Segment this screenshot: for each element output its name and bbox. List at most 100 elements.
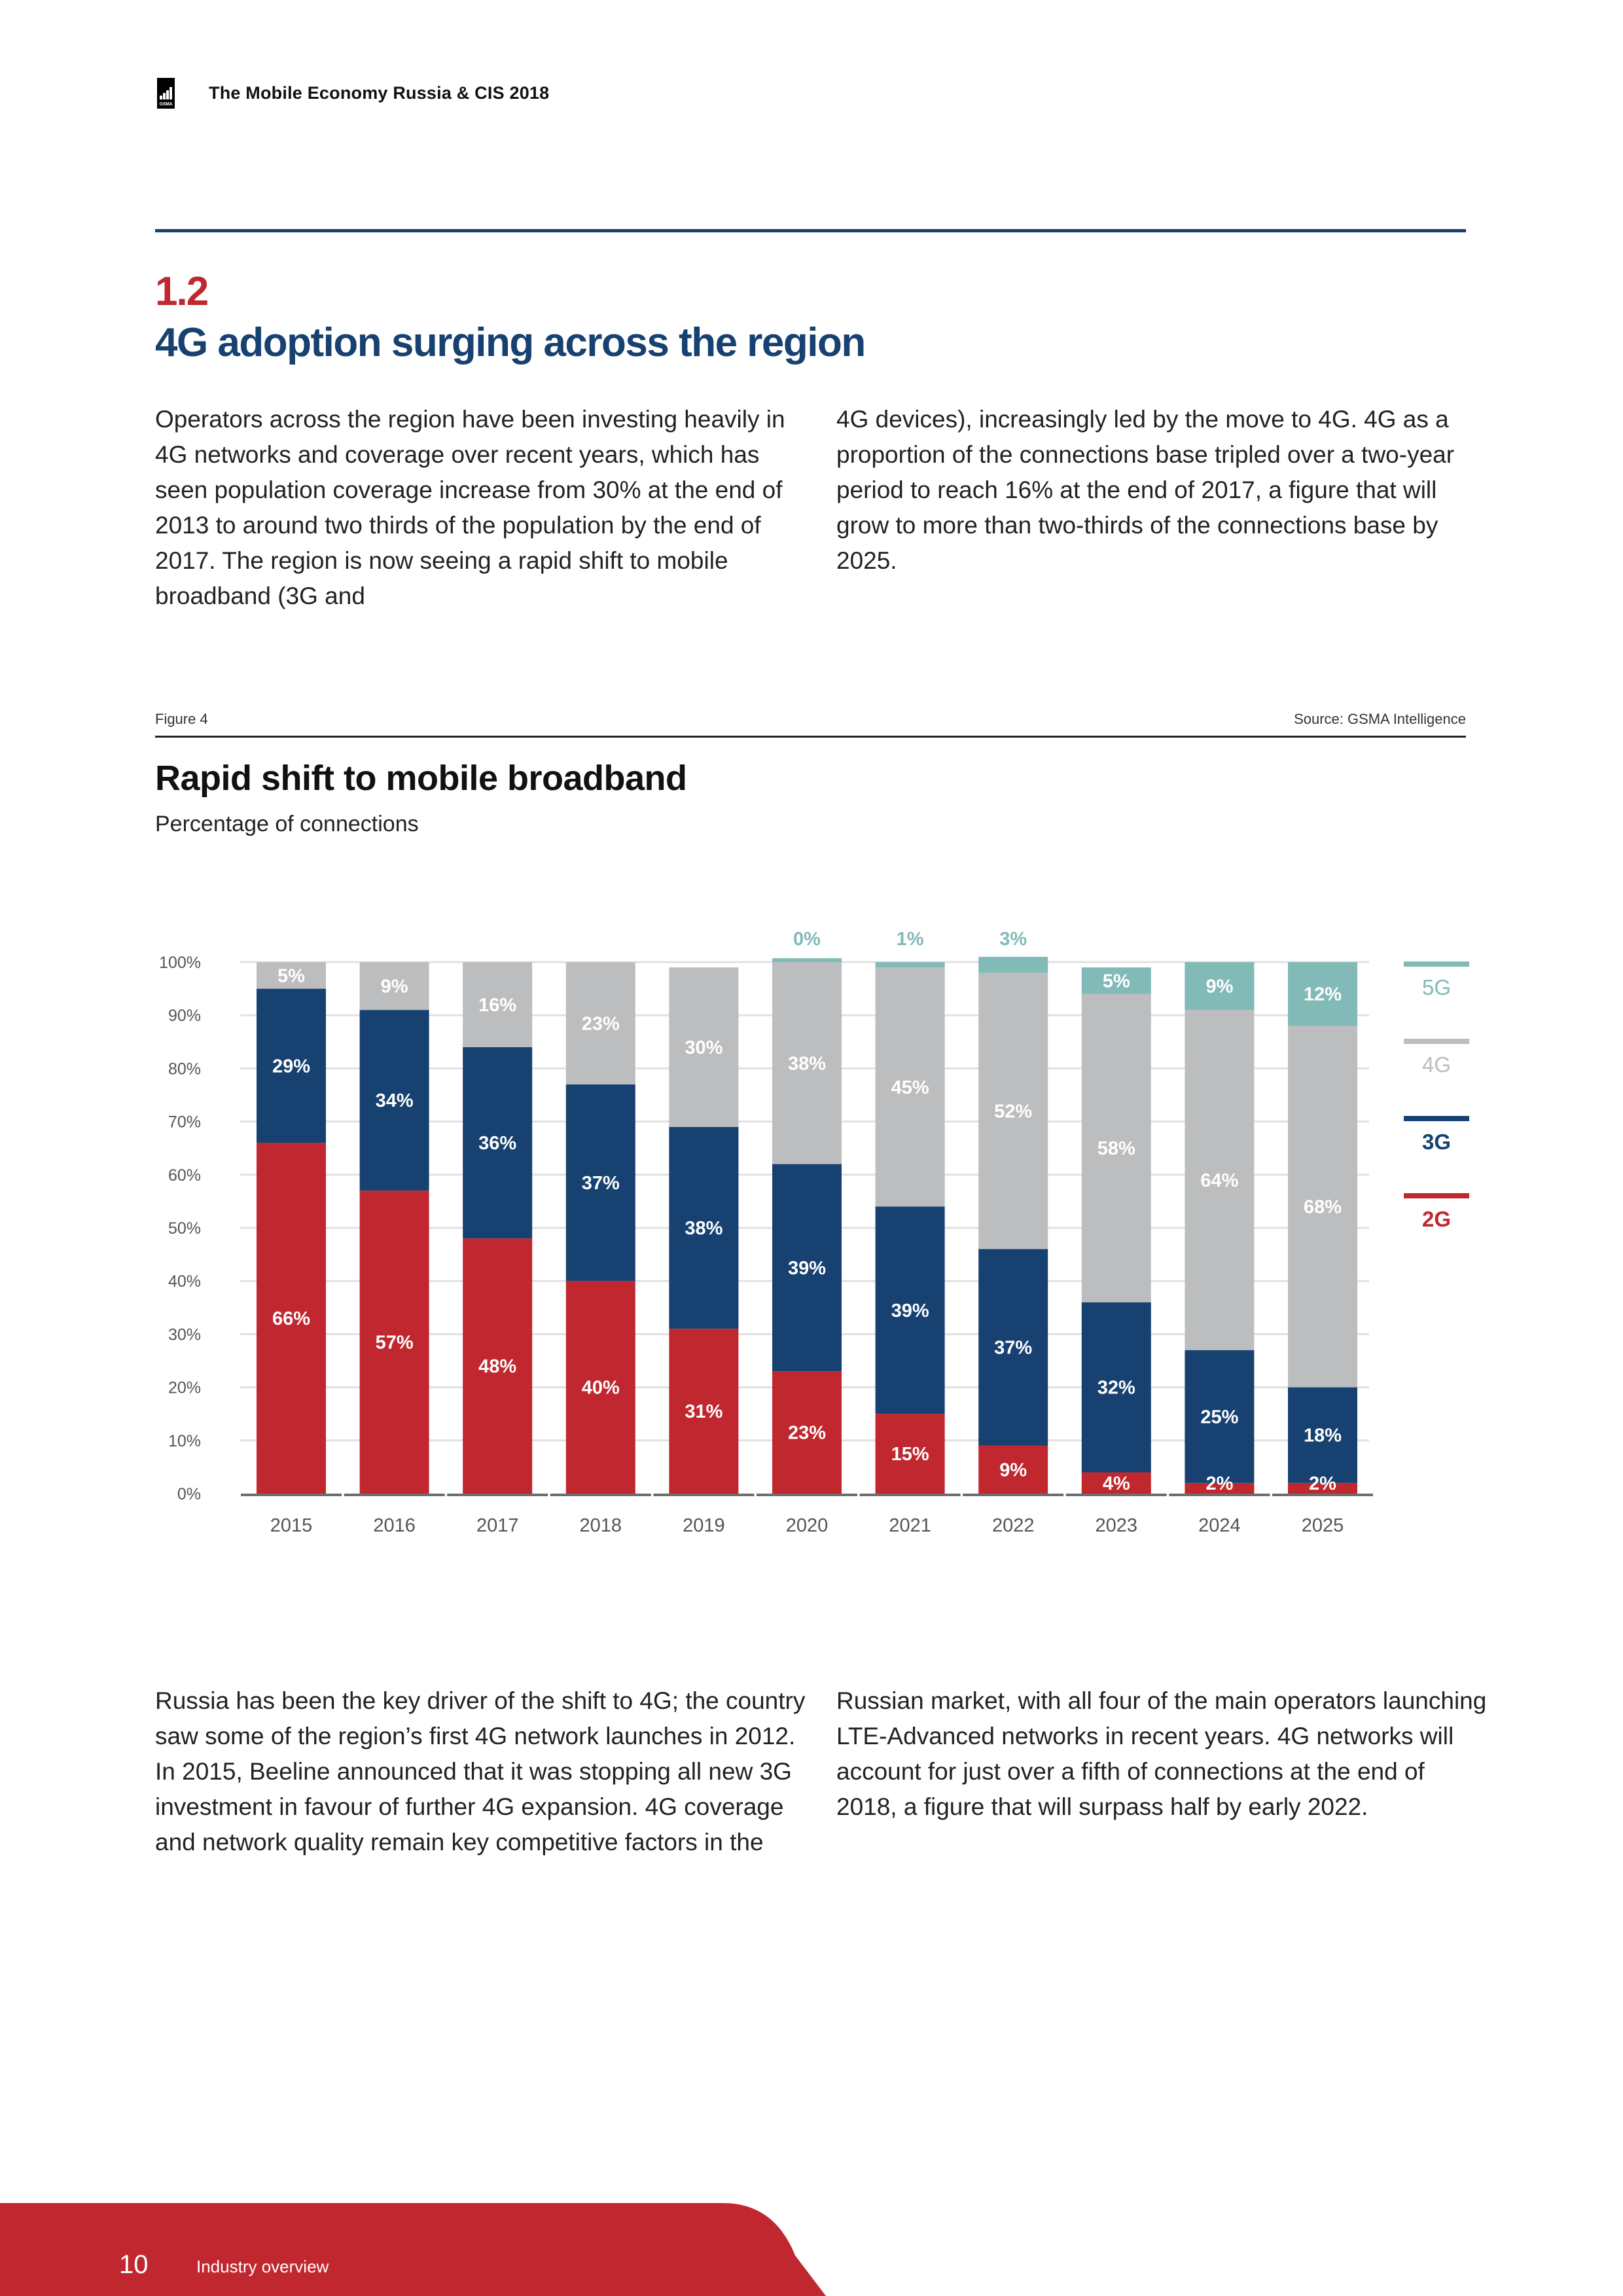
- figure-source: Source: GSMA Intelligence: [1294, 711, 1466, 727]
- bar-segment-5g: [978, 956, 1048, 973]
- bar-segment-4g: [1081, 994, 1151, 1302]
- bar-segment-4g: [257, 962, 326, 989]
- data-label-2g: 2%: [1205, 1473, 1233, 1494]
- legend-swatch-4g: [1404, 1039, 1469, 1044]
- body-paragraph-left: Russia has been the key driver of the sh…: [155, 1687, 806, 1856]
- section-number: 1.2: [155, 269, 209, 314]
- data-label-5g: 12%: [1304, 984, 1342, 1005]
- bar-segment-5g: [1185, 962, 1255, 1011]
- bar-segment-4g: [565, 962, 635, 1085]
- bar-segment-2g: [257, 1143, 326, 1494]
- bar-segment-4g: [978, 973, 1048, 1249]
- bar-segment-5g: [1081, 967, 1151, 994]
- legend-label-5g: 5G: [1422, 975, 1451, 999]
- bar-segment-3g: [978, 1249, 1048, 1446]
- x-tick-label: 2021: [889, 1515, 931, 1536]
- data-label-3g: 39%: [788, 1258, 826, 1279]
- y-tick-label: 60%: [168, 1166, 201, 1185]
- figure-label: Figure 4: [155, 711, 208, 727]
- bar-segment-3g: [669, 1126, 739, 1329]
- bar-segment-4g: [1185, 1010, 1255, 1350]
- legend-label-2g: 2G: [1422, 1207, 1451, 1231]
- data-label-3g: 29%: [272, 1056, 310, 1077]
- data-label-5g: 0%: [793, 929, 821, 950]
- data-label-2g: 15%: [891, 1444, 929, 1465]
- bar-segment-2g: [565, 1281, 635, 1494]
- body-paragraph-right: Russian market, with all four of the mai…: [836, 1687, 1487, 1820]
- data-label-4g: 58%: [1097, 1138, 1135, 1159]
- bar-segment-2g: [359, 1191, 429, 1494]
- y-tick-label: 20%: [168, 1379, 201, 1397]
- footer-shape: [0, 2203, 826, 2296]
- data-label-3g: 25%: [1200, 1407, 1238, 1427]
- data-label-2g: 23%: [788, 1423, 826, 1444]
- data-label-4g: 52%: [994, 1101, 1032, 1122]
- x-tick-label: 2025: [1302, 1515, 1344, 1536]
- header-divider: [155, 229, 1466, 232]
- chart-subtitle: Percentage of connections: [155, 812, 419, 836]
- x-axis-ticks: 2015 2016 2017 2018 2019 2020 2021 2022 2023 2024…: [241, 1494, 1373, 1536]
- figure-divider: [155, 736, 1466, 738]
- gridlines: [240, 961, 1369, 1442]
- logo-bar: [169, 86, 172, 99]
- logo-text: GSMA: [159, 101, 173, 107]
- data-label-4g: 16%: [478, 995, 516, 1016]
- y-tick-label: 90%: [168, 1007, 201, 1025]
- logo-bar: [160, 95, 162, 99]
- bar-segment-2g: [1081, 1472, 1151, 1494]
- bar-segment-2g: [1288, 1482, 1357, 1494]
- data-label-4g: 5%: [277, 965, 305, 986]
- bar-segment-3g: [463, 1047, 533, 1239]
- data-label-2g: 57%: [376, 1333, 414, 1354]
- section-title: 4G adoption surging across the region: [155, 320, 866, 365]
- legend-swatch-5g: [1404, 961, 1469, 967]
- data-label-2g: 31%: [685, 1401, 722, 1422]
- bar-segment-2g: [875, 1414, 945, 1494]
- page-header: GSMA The Mobile Economy Russia & CIS 201…: [157, 77, 549, 109]
- bar-segment-4g: [463, 962, 533, 1047]
- logo-bar: [166, 90, 169, 99]
- x-tick-label: 2020: [786, 1515, 829, 1536]
- data-label-3g: 18%: [1304, 1426, 1342, 1446]
- footer-band: [0, 2203, 826, 2296]
- y-tick-label: 70%: [168, 1113, 201, 1132]
- data-label-5g: 1%: [897, 929, 924, 950]
- data-label-3g: 37%: [582, 1173, 620, 1194]
- x-tick-label: 2017: [476, 1515, 519, 1536]
- bar-segment-2g: [1185, 1482, 1255, 1494]
- y-tick-label: 50%: [168, 1219, 201, 1238]
- footer-section-name: Industry overview: [196, 2257, 329, 2276]
- data-label-2g: 4%: [1103, 1473, 1130, 1494]
- y-tick-label: 30%: [168, 1325, 201, 1344]
- bar-segment-2g: [463, 1238, 533, 1494]
- gsma-logo: GSMA: [157, 77, 175, 109]
- data-label-4g: 30%: [685, 1037, 722, 1058]
- data-label-2g: 9%: [999, 1460, 1027, 1480]
- x-tick-label: 2016: [373, 1515, 416, 1536]
- bar-segment-4g: [669, 967, 739, 1127]
- bar-segment-3g: [875, 1206, 945, 1414]
- data-label-4g: 23%: [582, 1013, 620, 1034]
- data-label-3g: 39%: [891, 1300, 929, 1321]
- bar-segment-5g: [1288, 962, 1357, 1026]
- x-tick-label: 2022: [992, 1515, 1035, 1536]
- x-tick-label: 2015: [270, 1515, 313, 1536]
- data-label-3g: 38%: [685, 1218, 722, 1239]
- bar-segment-2g: [669, 1329, 739, 1494]
- bar-segment-4g: [359, 962, 429, 1011]
- data-label-3g: 37%: [994, 1338, 1032, 1359]
- data-label-4g: 9%: [381, 977, 408, 997]
- data-label-5g: 9%: [1205, 977, 1233, 997]
- bar-segment-4g: [772, 962, 842, 1164]
- legend: 5G 4G 3G 2G: [1404, 961, 1469, 1231]
- y-tick-label: 100%: [159, 954, 201, 972]
- x-tick-label: 2018: [580, 1515, 622, 1536]
- bar-segment-3g: [772, 1164, 842, 1372]
- bar-segment-4g: [875, 967, 945, 1207]
- y-axis-ticks: 0% 10% 20% 30% 40% 50% 60% 70% 80% 90% 100%: [159, 954, 201, 1503]
- data-label-4g: 38%: [788, 1053, 826, 1074]
- data-label-4g: 64%: [1200, 1170, 1238, 1191]
- legend-label-3g: 3G: [1422, 1130, 1451, 1154]
- data-label-2g: 66%: [272, 1308, 310, 1329]
- bar-segment-5g: [875, 962, 945, 968]
